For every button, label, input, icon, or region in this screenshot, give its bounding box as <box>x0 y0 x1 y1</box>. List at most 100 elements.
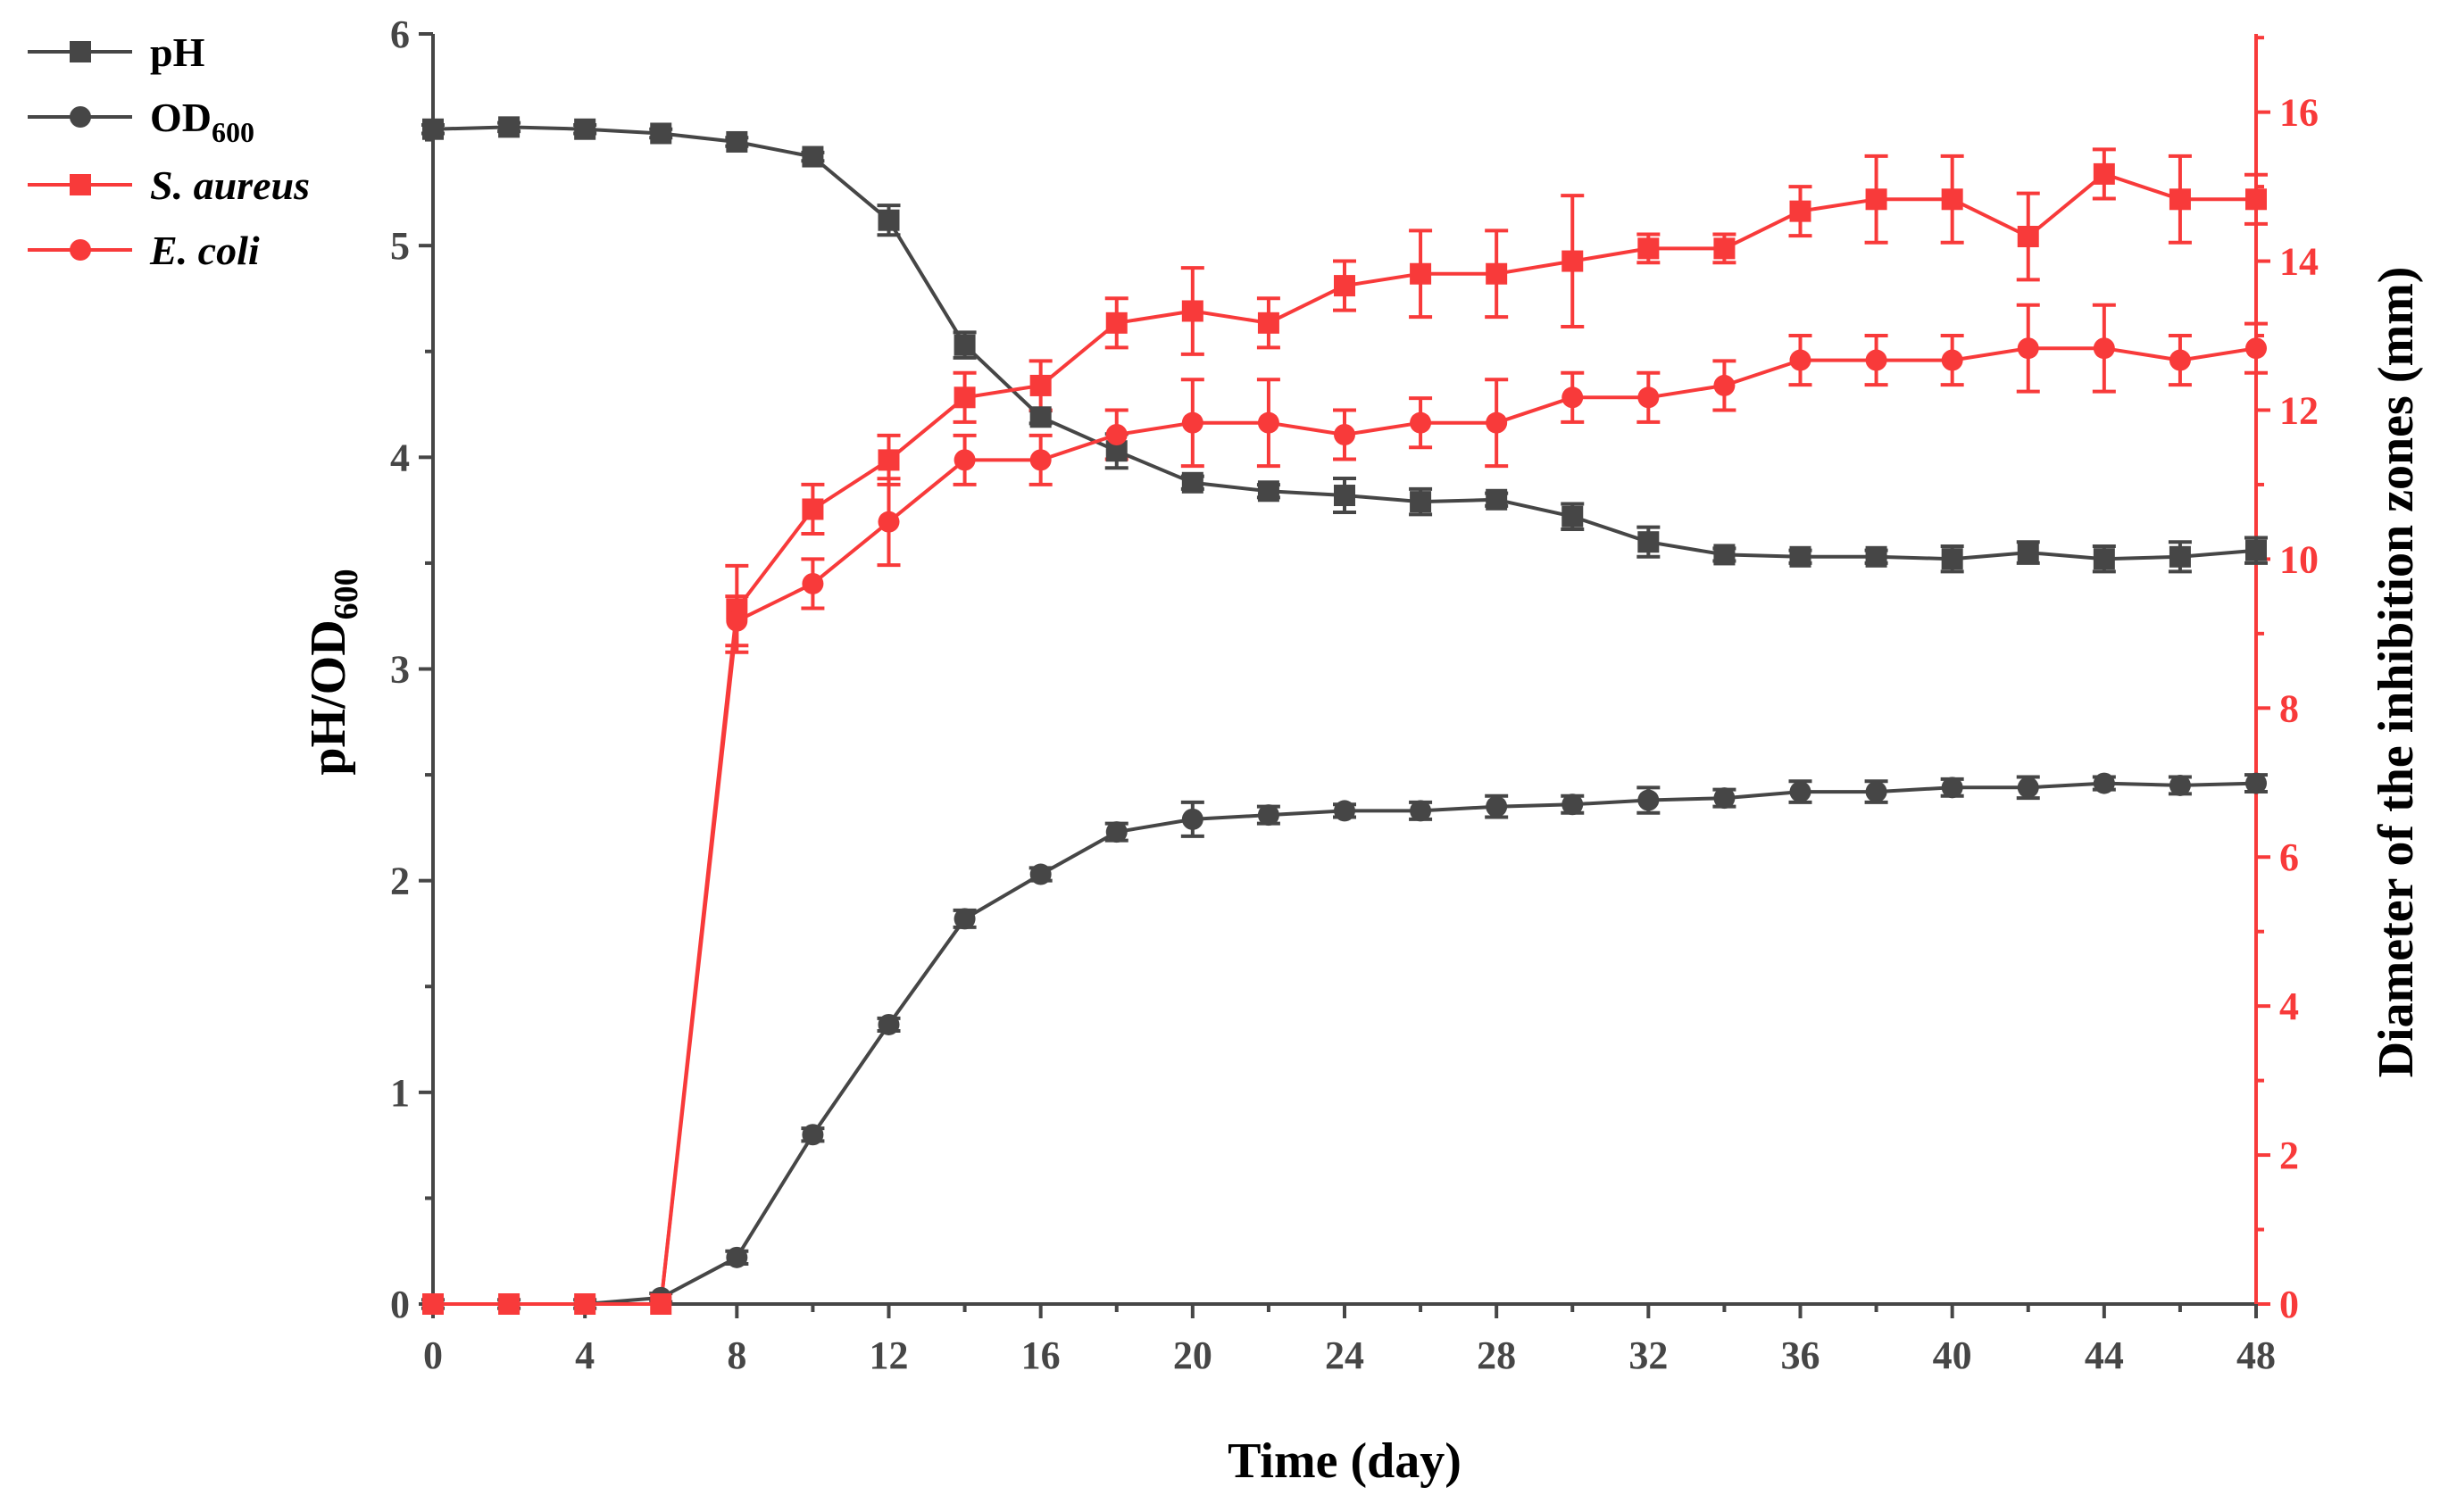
x-axis-title: Time (day) <box>1228 1433 1462 1489</box>
e-coli-point-40 <box>1941 349 1963 371</box>
od600-point-16 <box>1029 863 1052 885</box>
legend-marker-s-aureus <box>70 174 91 195</box>
legend-label-ph: pH <box>150 29 205 75</box>
y-tick-label-6: 6 <box>390 12 410 56</box>
legend-item-od600: OD600 <box>28 95 254 148</box>
s-aureus-point-26 <box>1410 262 1432 285</box>
x-tick-label-28: 28 <box>1477 1333 1516 1377</box>
legend-label-main: E. coli <box>149 228 260 273</box>
e-coli-point-4 <box>574 1293 596 1315</box>
od600-point-12 <box>878 1013 900 1035</box>
y-axis-title: pH/OD600 <box>301 569 365 775</box>
y2-tick-label-0: 0 <box>2279 1283 2299 1326</box>
e-coli-point-16 <box>1029 449 1052 471</box>
od600-point-30 <box>1561 793 1584 816</box>
y2-tick-label-10: 10 <box>2279 537 2319 581</box>
x-tick-label-32: 32 <box>1628 1333 1668 1377</box>
e-coli-point-14 <box>954 449 976 471</box>
ph-point-24 <box>1334 485 1355 507</box>
y2-tick-label-2: 2 <box>2279 1134 2299 1177</box>
legend-marker-od600 <box>70 106 91 128</box>
x-tick-label-40: 40 <box>1933 1333 1972 1377</box>
ph-point-4 <box>574 118 596 140</box>
x-tick-label-48: 48 <box>2236 1333 2276 1377</box>
od600-point-20 <box>1181 808 1203 830</box>
ph-point-2 <box>498 116 520 138</box>
ph-point-8 <box>726 130 748 153</box>
e-coli-point-0 <box>422 1293 444 1315</box>
ph-point-0 <box>422 118 444 140</box>
e-coli-point-34 <box>1713 374 1736 396</box>
e-coli-point-32 <box>1637 386 1660 409</box>
s-aureus-point-44 <box>2093 162 2115 185</box>
legend-label-subscript: 600 <box>212 116 254 148</box>
y-tick-label-1: 1 <box>390 1071 410 1115</box>
od600-point-26 <box>1410 800 1432 822</box>
ph-point-14 <box>954 334 976 356</box>
e-coli-point-30 <box>1561 386 1584 409</box>
error-bars <box>421 120 2268 1310</box>
x-tick-label-20: 20 <box>1173 1333 1212 1377</box>
y-tick-label-3: 3 <box>390 648 410 692</box>
s-aureus-point-42 <box>2017 226 2039 248</box>
s-aureus-point-14 <box>954 386 976 409</box>
x-tick-label-12: 12 <box>870 1333 909 1377</box>
e-coli-point-38 <box>1865 349 1887 371</box>
y2-tick-label-14: 14 <box>2279 240 2319 284</box>
e-coli-point-18 <box>1105 424 1128 446</box>
x-tick-label-44: 44 <box>2085 1333 2124 1377</box>
s-aureus-point-36 <box>1789 200 1811 222</box>
y-tick-label-2: 2 <box>390 860 410 903</box>
od600-point-38 <box>1865 781 1887 803</box>
od600-point-22 <box>1257 804 1279 827</box>
s-aureus-point-48 <box>2245 188 2267 211</box>
ph-point-30 <box>1561 505 1584 528</box>
x-tick-label-24: 24 <box>1325 1333 1364 1377</box>
s-aureus-point-32 <box>1637 237 1660 260</box>
legend-item-ph: pH <box>28 29 205 75</box>
ph-point-34 <box>1713 544 1736 566</box>
s-aureus-point-22 <box>1257 312 1279 334</box>
legend-marker-e-coli <box>70 239 91 261</box>
s-aureus-point-24 <box>1334 275 1355 297</box>
e-coli-point-8 <box>726 610 748 632</box>
e-coli-point-20 <box>1181 411 1203 434</box>
s-aureus-point-20 <box>1181 300 1203 322</box>
ph-point-28 <box>1486 488 1508 511</box>
s-aureus-point-40 <box>1941 188 1963 211</box>
y-tick-label-0: 0 <box>390 1283 410 1326</box>
e-coli-point-24 <box>1334 424 1355 446</box>
ph-point-38 <box>1865 545 1887 568</box>
e-coli-point-2 <box>498 1293 520 1315</box>
legend-label-s-aureus: S. aureus <box>150 162 310 208</box>
od600-point-10 <box>802 1124 824 1146</box>
x-tick-label-36: 36 <box>1781 1333 1820 1377</box>
e-coli-point-42 <box>2017 337 2039 360</box>
y-axis-title-subscript: 600 <box>328 569 365 619</box>
legend-label-main: S. aureus <box>150 162 310 208</box>
s-aureus-point-46 <box>2169 188 2191 211</box>
od600-point-8 <box>726 1246 748 1268</box>
e-coli-point-36 <box>1789 349 1811 371</box>
y2-tick-label-8: 8 <box>2279 686 2299 730</box>
s-aureus-point-12 <box>878 449 900 471</box>
e-coli-point-6 <box>650 1293 672 1315</box>
legend-item-s-aureus: S. aureus <box>28 162 310 208</box>
ph-point-20 <box>1181 471 1203 494</box>
y2-tick-label-12: 12 <box>2279 388 2319 432</box>
s-aureus-point-34 <box>1713 237 1736 260</box>
e-coli-point-46 <box>2169 349 2191 371</box>
s-aureus-point-38 <box>1865 188 1887 211</box>
ph-point-40 <box>1941 548 1963 570</box>
od600-point-44 <box>2093 772 2115 794</box>
ph-point-16 <box>1029 406 1052 428</box>
od600-point-28 <box>1486 795 1508 818</box>
od600-line <box>433 781 2257 1306</box>
x-tick-label-0: 0 <box>423 1333 443 1377</box>
y2-axis-title: Diameter of the inhibition zones (mm) <box>2369 267 2424 1078</box>
ph-point-36 <box>1789 545 1811 568</box>
legend-item-e-coli: E. coli <box>28 228 260 273</box>
e-coli-point-28 <box>1486 411 1508 434</box>
